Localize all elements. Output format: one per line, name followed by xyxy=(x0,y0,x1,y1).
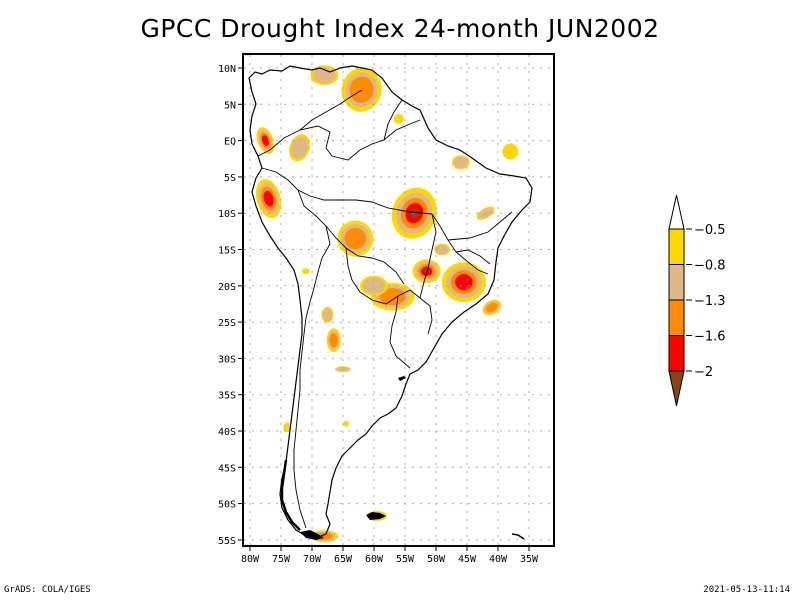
drought-area xyxy=(321,306,334,323)
drought-contour-2 xyxy=(453,156,468,168)
drought-area xyxy=(441,262,486,303)
drought-area xyxy=(451,155,470,170)
lagoa-dos-patos xyxy=(398,376,406,381)
ytick-label: 10N xyxy=(218,64,236,75)
drought-area xyxy=(310,65,339,86)
drought-area xyxy=(326,328,341,353)
falkland-islands xyxy=(366,512,386,520)
drought-area xyxy=(301,268,310,275)
xtick-label: 70W xyxy=(303,554,322,565)
drought-contour-3 xyxy=(344,227,367,250)
ytick-label: 25S xyxy=(218,318,236,329)
colorbar-segment xyxy=(668,335,685,372)
colorbar-label: −0.8 xyxy=(694,259,726,274)
drought-contour-5 xyxy=(409,208,419,219)
ytick-label: 35S xyxy=(218,391,236,402)
tierra-del-fuego xyxy=(300,530,324,540)
chile-archipelago xyxy=(280,459,301,531)
drought-contour-1 xyxy=(393,113,404,124)
drought-shading xyxy=(255,65,519,543)
ytick-label: 30S xyxy=(218,354,236,365)
xtick-label: 40W xyxy=(489,554,508,565)
drought-contour-4 xyxy=(261,135,270,146)
drought-contour-4 xyxy=(263,190,274,207)
colorbar-segment xyxy=(668,299,685,336)
grads-credit: GrADS: COLA/IGES xyxy=(4,585,91,595)
drought-contour-3 xyxy=(329,333,338,348)
drought-contour-1 xyxy=(283,422,292,433)
country-borders xyxy=(257,89,513,529)
xtick-label: 45W xyxy=(458,554,477,565)
ytick-label: 55S xyxy=(218,536,236,547)
drought-contour-2 xyxy=(322,308,333,322)
drought-contour-4 xyxy=(455,274,473,291)
ytick-label: 40S xyxy=(218,427,236,438)
ytick-label: 50S xyxy=(218,500,236,511)
colorbar-label: −1.6 xyxy=(694,330,726,345)
drought-area xyxy=(289,134,311,162)
colorbar-segment xyxy=(668,264,685,301)
map-frame xyxy=(242,53,555,547)
drought-contour-3 xyxy=(486,302,498,313)
south-georgia xyxy=(511,533,525,540)
drought-area xyxy=(343,420,350,427)
colorbar-label: −2 xyxy=(694,365,713,380)
grid-lines xyxy=(244,55,553,545)
ytick-label: 15S xyxy=(218,246,236,257)
ytick-label: 45S xyxy=(218,463,236,474)
xtick-label: 60W xyxy=(365,554,384,565)
ytick-label: EQ xyxy=(224,137,236,148)
drought-contour-2 xyxy=(435,244,449,255)
colorbar-label: −1.3 xyxy=(694,294,726,309)
drought-area xyxy=(335,366,351,373)
drought-contour-1 xyxy=(502,143,519,160)
drought-area xyxy=(256,127,275,155)
xtick-label: 80W xyxy=(241,554,260,565)
ytick-label: 5N xyxy=(224,100,236,111)
ytick-label: 5S xyxy=(224,173,236,184)
drought-area xyxy=(482,299,502,316)
drought-contour-3 xyxy=(379,288,406,306)
map-title: GPCC Drought Index 24-month JUN2002 xyxy=(140,14,660,43)
drought-contour-2 xyxy=(336,366,350,372)
xtick-label: 65W xyxy=(334,554,353,565)
drought-area xyxy=(391,187,437,239)
xtick-label: 55W xyxy=(396,554,415,565)
colorbar-label: −0.5 xyxy=(694,223,726,238)
drought-area xyxy=(255,179,282,219)
timestamp: 2021-05-13-11:14 xyxy=(703,585,790,595)
ytick-label: 10S xyxy=(218,209,236,220)
drought-area xyxy=(393,113,404,124)
colorbar-upper-arrow xyxy=(668,194,685,230)
xtick-label: 35W xyxy=(520,554,539,565)
xtick-label: 75W xyxy=(272,554,291,565)
drought-contour-2 xyxy=(313,67,336,84)
colorbar-segment xyxy=(668,228,685,265)
drought-area xyxy=(502,143,519,160)
longitude-ticks: 80W 75W 70W 65W 60W 55W 50W 45W 40W 35W xyxy=(241,546,539,565)
colorbar: −0.5 −0.8 −1.3 −1.6 −2 xyxy=(668,194,726,407)
ytick-label: 20S xyxy=(218,282,236,293)
drought-contour-1 xyxy=(343,420,350,427)
drought-contour-1 xyxy=(301,268,310,275)
drought-area xyxy=(434,243,451,256)
drought-area xyxy=(283,422,292,433)
drought-area xyxy=(337,220,374,257)
coastlines xyxy=(248,65,533,540)
drought-contour-2 xyxy=(291,136,309,159)
xtick-label: 50W xyxy=(427,554,446,565)
colorbar-lower-arrow xyxy=(668,370,685,407)
latitude-ticks: 10N 5N EQ 5S 10S 15S 20S 25S 30S 35S 40S 45S 50S 55S xyxy=(218,64,243,547)
